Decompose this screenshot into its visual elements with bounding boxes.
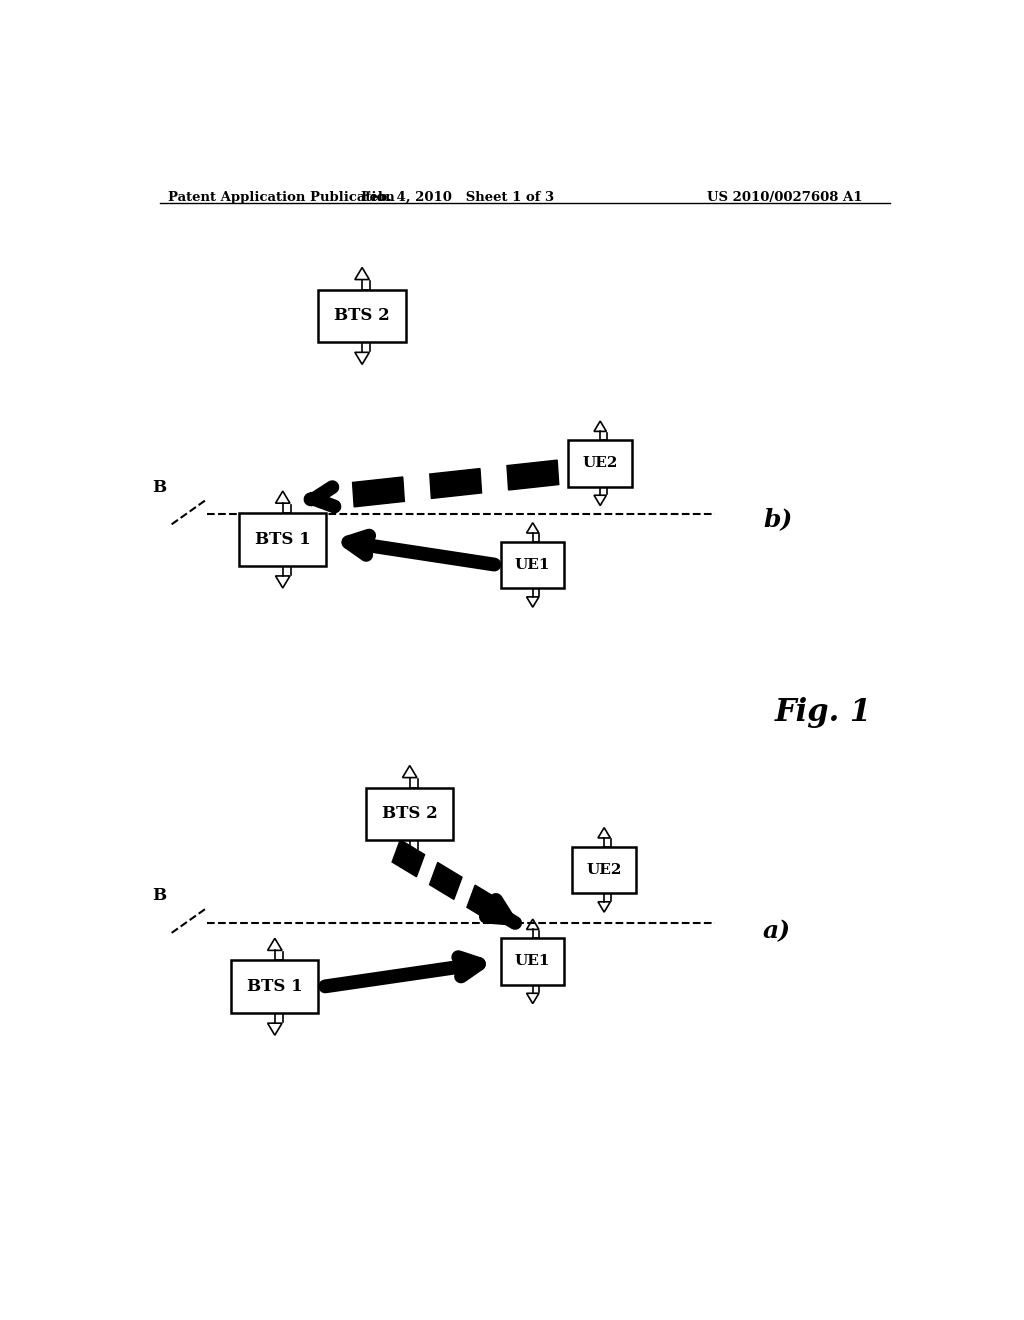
FancyBboxPatch shape (367, 788, 454, 841)
Polygon shape (467, 886, 500, 921)
Text: BTS 2: BTS 2 (382, 805, 437, 822)
Text: UE1: UE1 (515, 954, 551, 969)
Text: B: B (152, 887, 166, 904)
FancyBboxPatch shape (240, 513, 327, 566)
Text: Fig. 1: Fig. 1 (775, 697, 871, 727)
Text: US 2010/0027608 A1: US 2010/0027608 A1 (708, 191, 863, 203)
Polygon shape (507, 461, 559, 490)
Text: BTS 1: BTS 1 (247, 978, 303, 995)
Polygon shape (392, 840, 425, 876)
Text: B: B (152, 479, 166, 496)
Text: b): b) (763, 507, 793, 531)
Text: Patent Application Publication: Patent Application Publication (168, 191, 394, 203)
Text: BTS 2: BTS 2 (334, 308, 390, 325)
FancyBboxPatch shape (568, 440, 632, 487)
Polygon shape (430, 469, 481, 499)
Text: BTS 1: BTS 1 (255, 531, 310, 548)
Polygon shape (429, 862, 462, 899)
FancyBboxPatch shape (231, 961, 318, 1014)
Text: Feb. 4, 2010   Sheet 1 of 3: Feb. 4, 2010 Sheet 1 of 3 (360, 191, 554, 203)
Polygon shape (352, 477, 404, 507)
FancyBboxPatch shape (501, 939, 564, 985)
Text: UE2: UE2 (583, 457, 617, 470)
Text: a): a) (763, 919, 791, 942)
FancyBboxPatch shape (318, 289, 406, 342)
FancyBboxPatch shape (572, 846, 636, 894)
Text: UE2: UE2 (587, 863, 622, 876)
Text: UE1: UE1 (515, 558, 551, 572)
FancyBboxPatch shape (501, 541, 564, 589)
